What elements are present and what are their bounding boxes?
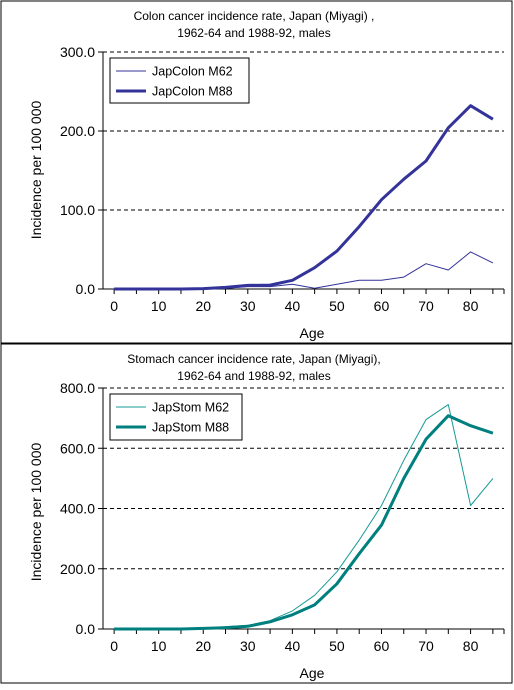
colon-y-tick-label: 100.0 — [60, 202, 95, 218]
colon-y-tick-label: 300.0 — [60, 44, 95, 60]
colon-chart-title-line-2: 1962-64 and 1988-92, males — [177, 26, 330, 40]
colon-x-tick-label: 20 — [195, 298, 211, 314]
stomach-x-tick-label: 80 — [463, 638, 479, 654]
colon-y-tick-label: 0.0 — [76, 281, 96, 297]
stomach-x-tick-label: 20 — [195, 638, 211, 654]
stomach-chart-x-axis-label: Age — [300, 665, 325, 681]
stomach-legend-label: JapStom M62 — [152, 401, 229, 415]
stomach-x-tick-label: 60 — [374, 638, 390, 654]
stomach-x-tick-label: 40 — [285, 638, 301, 654]
stomach-y-tick-label: 400.0 — [60, 501, 95, 517]
colon-chart-plot-area: 0.0 100.0 200.0 300.0 0 10 20 30 40 50 60 70 80 JapCo… — [60, 44, 505, 314]
stomach-y-tick-label: 0.0 — [76, 621, 96, 637]
stomach-chart-y-axis-label: Incidence per 100 000 — [28, 443, 44, 582]
stomach-y-tick-label: 200.0 — [60, 561, 95, 577]
stomach-chart-title-line-2: 1962-64 and 1988-92, males — [177, 369, 330, 383]
stomach-chart-plot-area: 0.0 200.0 400.0 600.0 800.0 0 10 20 30 40 50 60 70 80… — [60, 380, 505, 654]
colon-x-tick-label: 60 — [374, 298, 390, 314]
stomach-x-tick-label: 50 — [329, 638, 345, 654]
colon-chart-x-axis-label: Age — [300, 325, 325, 341]
colon-x-tick-label: 0 — [110, 298, 118, 314]
colon-x-tick-label: 50 — [329, 298, 345, 314]
colon-legend-label: JapColon M88 — [152, 85, 233, 99]
colon-x-tick-label: 80 — [463, 298, 479, 314]
stomach-chart-title-line-1: Stomach cancer incidence rate, Japan (Mi… — [127, 352, 380, 366]
stomach-x-tick-label: 70 — [418, 638, 434, 654]
colon-legend-label: JapColon M62 — [152, 65, 233, 79]
stomach-x-tick-label: 30 — [240, 638, 256, 654]
stomach-y-tick-label: 800.0 — [60, 380, 95, 396]
colon-legend — [109, 57, 250, 104]
stomach-legend — [109, 393, 243, 441]
colon-chart-y-axis-label: Incidence per 100 000 — [28, 101, 44, 240]
colon-x-tick-label: 70 — [418, 298, 434, 314]
stomach-legend-label: JapStom M88 — [152, 421, 229, 435]
stomach-series-2-line — [114, 414, 494, 631]
colon-x-tick-label: 30 — [240, 298, 256, 314]
stomach-x-tick-label: 0 — [110, 638, 118, 654]
stomach-chart: Stomach cancer incidence rate, Japan (Mi… — [0, 343, 513, 684]
colon-x-tick-label: 40 — [285, 298, 301, 314]
stomach-chart-frame — [0, 343, 513, 684]
colon-y-tick-label: 200.0 — [60, 123, 95, 139]
stomach-y-tick-label: 600.0 — [60, 440, 95, 456]
colon-x-tick-label: 10 — [151, 298, 167, 314]
colon-chart-title-line-1: Colon cancer incidence rate, Japan (Miya… — [134, 9, 375, 23]
colon-chart: Colon cancer incidence rate, Japan (Miya… — [0, 0, 513, 344]
stomach-x-tick-label: 10 — [151, 638, 167, 654]
colon-series-2-line — [114, 104, 494, 291]
